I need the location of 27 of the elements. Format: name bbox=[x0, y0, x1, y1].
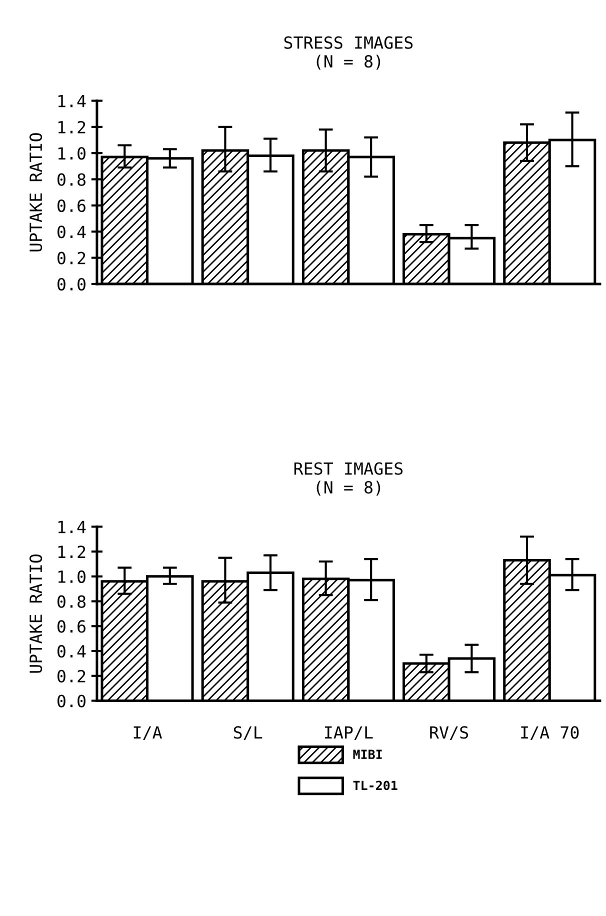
y-tick-label: 1.0 bbox=[58, 570, 86, 584]
y-tick-label: 1.2 bbox=[58, 546, 86, 558]
y-tick-label: 1.4 bbox=[58, 520, 86, 534]
y-tick-label: 0.8 bbox=[58, 595, 86, 608]
y-tick-label: 0.4 bbox=[58, 226, 86, 238]
y-tick-label: 0.2 bbox=[58, 252, 86, 264]
x-tick-label: RV/S bbox=[430, 726, 468, 740]
y-tick-label: 0.8 bbox=[58, 173, 86, 186]
y-tick-label: 1.2 bbox=[58, 120, 86, 134]
x-tick-label: I/A 70 bbox=[521, 726, 579, 740]
y-tick-label: 0.2 bbox=[58, 670, 86, 682]
y-axis-title: UPTAKE RATIO bbox=[29, 133, 42, 252]
y-tick-label: 0.6 bbox=[58, 199, 86, 212]
y-tick-label: 0.4 bbox=[58, 645, 86, 658]
legend-label: MIBI bbox=[353, 750, 382, 759]
y-tick-label: 1.0 bbox=[58, 147, 86, 160]
y-tick-label: 0.0 bbox=[58, 694, 86, 708]
y-tick-label: 0.6 bbox=[58, 620, 86, 633]
x-tick-label: IAP/L bbox=[325, 726, 373, 740]
y-tick-label: 0.0 bbox=[58, 278, 86, 291]
legend-label: TL-201 bbox=[353, 780, 398, 790]
x-tick-label: I/A bbox=[134, 726, 162, 740]
y-axis-title: UPTAKE RATIO bbox=[29, 554, 42, 673]
chart-title: REST IMAGES (N = 8) bbox=[294, 462, 403, 496]
y-tick-label: 1.4 bbox=[58, 94, 86, 108]
chart-title: STRESS IMAGES (N = 8) bbox=[284, 36, 413, 70]
x-tick-label: S/L bbox=[234, 726, 262, 740]
